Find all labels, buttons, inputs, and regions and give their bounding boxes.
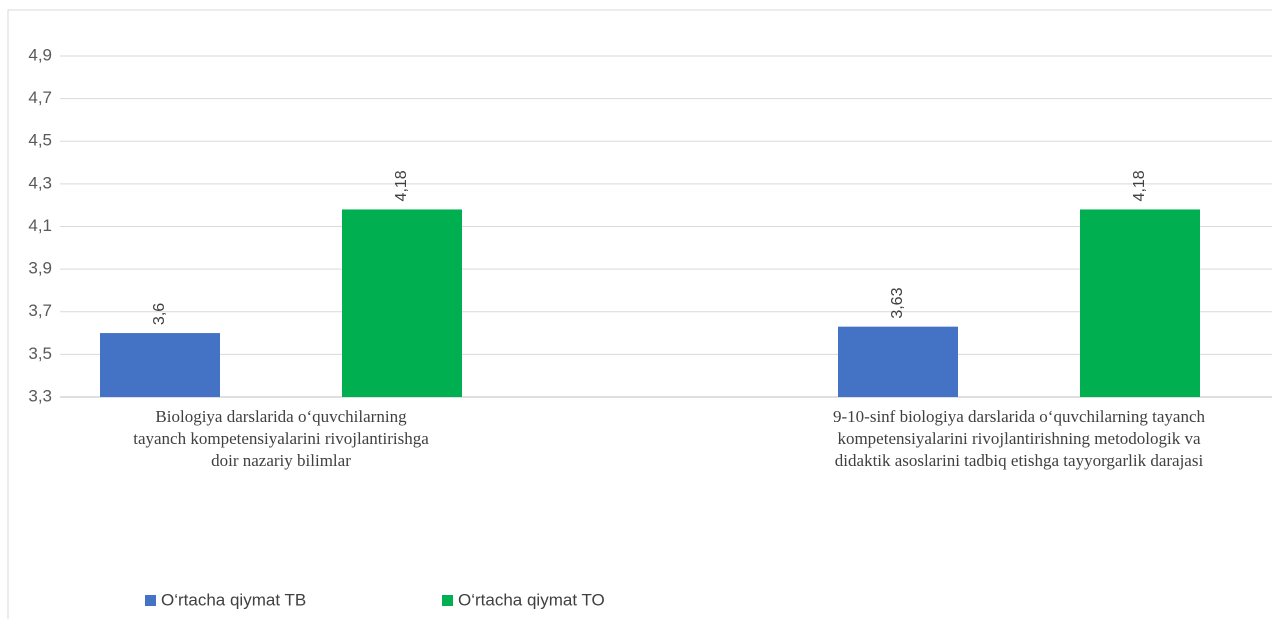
data-label: 4,18	[1131, 170, 1148, 201]
bar	[342, 209, 462, 397]
x-tick-label: 9-10-sinf biologiya darslarida o‘quvchil…	[833, 407, 1205, 470]
y-tick-label: 3,7	[28, 301, 52, 320]
bar	[1080, 209, 1200, 397]
y-tick-label: 4,5	[28, 131, 52, 150]
data-label: 3,6	[151, 303, 168, 325]
legend-label: O‘rtacha qiymat TO	[458, 590, 605, 609]
y-tick-label: 4,9	[28, 45, 52, 64]
y-tick-label: 3,3	[28, 386, 52, 405]
data-label: 3,63	[889, 287, 906, 318]
y-tick-label: 4,7	[28, 88, 52, 107]
bar	[100, 333, 220, 397]
y-tick-label: 3,5	[28, 344, 52, 363]
y-tick-label: 3,9	[28, 259, 52, 278]
bar	[838, 326, 958, 397]
y-tick-label: 4,3	[28, 173, 52, 192]
legend-swatch	[442, 595, 453, 606]
frame	[7, 9, 1272, 619]
x-tick-label: Biologiya darslarida o‘quvchilarning tay…	[133, 407, 429, 470]
data-label: 4,18	[393, 170, 410, 201]
y-tick-label: 4,1	[28, 216, 52, 235]
legend-swatch	[145, 595, 156, 606]
legend-label: O‘rtacha qiymat TB	[161, 590, 306, 609]
